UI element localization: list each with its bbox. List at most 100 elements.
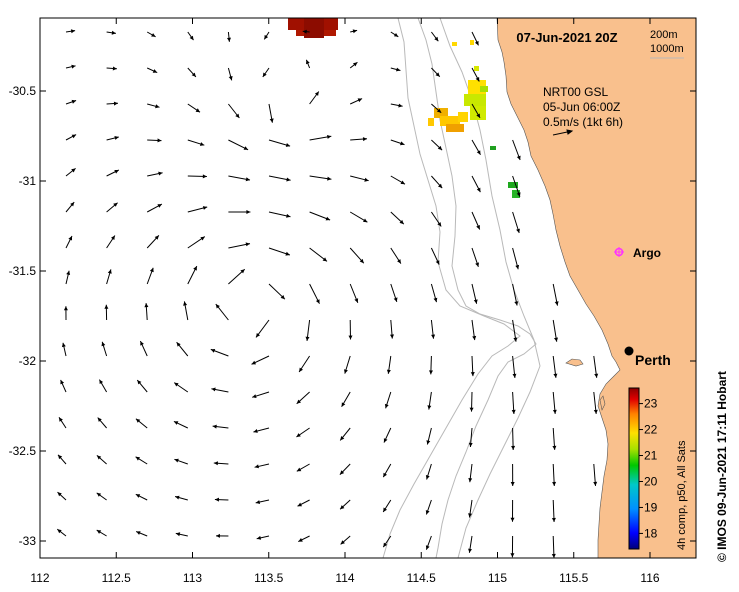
current-vector	[431, 67, 441, 78]
current-date-label: 05-Jun 06:00Z	[543, 100, 620, 114]
colorbar-tick-label: 20	[644, 474, 658, 488]
current-vector	[96, 492, 107, 501]
current-vector	[471, 31, 479, 46]
rottnest-island	[565, 358, 584, 367]
current-vector	[471, 175, 481, 193]
current-vector	[390, 175, 406, 185]
current-vector	[106, 136, 119, 141]
current-vector	[106, 169, 120, 177]
current-vector	[339, 499, 351, 510]
current-vector	[512, 139, 521, 161]
lat-tick-label: -31.5	[9, 264, 37, 278]
plot-frame	[39, 17, 697, 559]
current-vector	[593, 355, 599, 378]
current-vector	[173, 420, 189, 429]
current-vector	[139, 340, 148, 357]
colorbar-ticks: 23 22 21 20 19 18	[639, 397, 658, 540]
current-vector	[471, 67, 480, 82]
current-vector	[65, 168, 76, 177]
current-vector	[425, 499, 432, 515]
current-vector	[340, 535, 351, 545]
current-vector	[350, 175, 369, 182]
current-vector	[251, 355, 270, 365]
current-vector	[425, 535, 432, 550]
current-vector	[146, 267, 154, 285]
current-vector	[309, 135, 332, 141]
current-vector	[57, 491, 67, 501]
current-vector	[512, 283, 519, 306]
current-vector	[382, 499, 392, 513]
current-vector	[228, 210, 251, 214]
current-vector	[341, 391, 351, 408]
current-vector	[471, 211, 481, 230]
current-vector	[255, 319, 270, 338]
current-vector	[552, 319, 558, 342]
current-vector	[144, 303, 149, 321]
current-vector	[227, 31, 231, 42]
current-vector	[349, 211, 368, 223]
colorbar	[628, 387, 640, 550]
current-vector	[390, 139, 405, 146]
current-vector	[430, 247, 440, 265]
current-vector	[512, 175, 521, 197]
current-vector	[471, 247, 479, 267]
lon-tick-label: 113	[183, 571, 202, 585]
current-vector	[187, 236, 206, 249]
current-vector	[253, 427, 270, 433]
current-vector	[305, 319, 311, 341]
current-vector	[382, 463, 392, 478]
lat-tick-label: -30.5	[9, 84, 37, 98]
current-vector	[309, 175, 332, 181]
date-title: 07-Jun-2021 20Z	[516, 30, 617, 45]
current-vector	[551, 499, 556, 523]
current-vector	[390, 67, 401, 72]
current-vector	[512, 247, 520, 270]
current-vector	[552, 463, 557, 487]
current-vector	[551, 535, 556, 558]
current-vector	[510, 499, 515, 522]
colorbar-title: 4h comp, p50, All Sats	[676, 440, 688, 550]
argo-marker-icon	[614, 247, 624, 257]
current-vector	[65, 29, 76, 34]
current-vector	[147, 171, 163, 177]
current-vector	[350, 29, 358, 34]
current-vector	[510, 535, 515, 558]
current-vector	[263, 31, 270, 40]
current-vector	[390, 319, 394, 339]
current-vector	[146, 67, 158, 74]
current-vector	[298, 355, 311, 373]
current-vector	[470, 355, 475, 377]
current-vector	[309, 91, 320, 105]
current-vector	[210, 348, 229, 357]
current-vector	[512, 319, 518, 342]
current-vector	[302, 29, 310, 34]
current-vector	[104, 304, 109, 321]
current-vector	[211, 387, 229, 393]
current-vector	[228, 139, 249, 151]
current-vector	[187, 67, 197, 78]
current-vector	[298, 535, 310, 543]
current-vector	[426, 427, 432, 445]
current-vector	[135, 493, 148, 501]
current-vector	[593, 463, 598, 486]
current-vector	[348, 319, 353, 340]
current-vector	[228, 268, 246, 285]
current-vector	[215, 303, 229, 321]
lon-tick-label: 116	[640, 571, 659, 585]
current-vector	[349, 61, 358, 69]
current-vector	[101, 341, 108, 357]
current-vector	[511, 391, 516, 415]
lat-tick-label: -33	[19, 534, 37, 548]
current-vector	[213, 461, 229, 466]
current-vector	[429, 355, 433, 375]
current-vector	[65, 134, 77, 141]
current-vector	[212, 424, 229, 429]
current-vector	[471, 319, 477, 341]
current-vector	[215, 533, 229, 538]
current-vector	[268, 139, 291, 147]
current-vector	[252, 391, 270, 398]
current-vector	[175, 532, 188, 537]
current-vector	[96, 455, 107, 465]
current-vector	[187, 265, 198, 285]
